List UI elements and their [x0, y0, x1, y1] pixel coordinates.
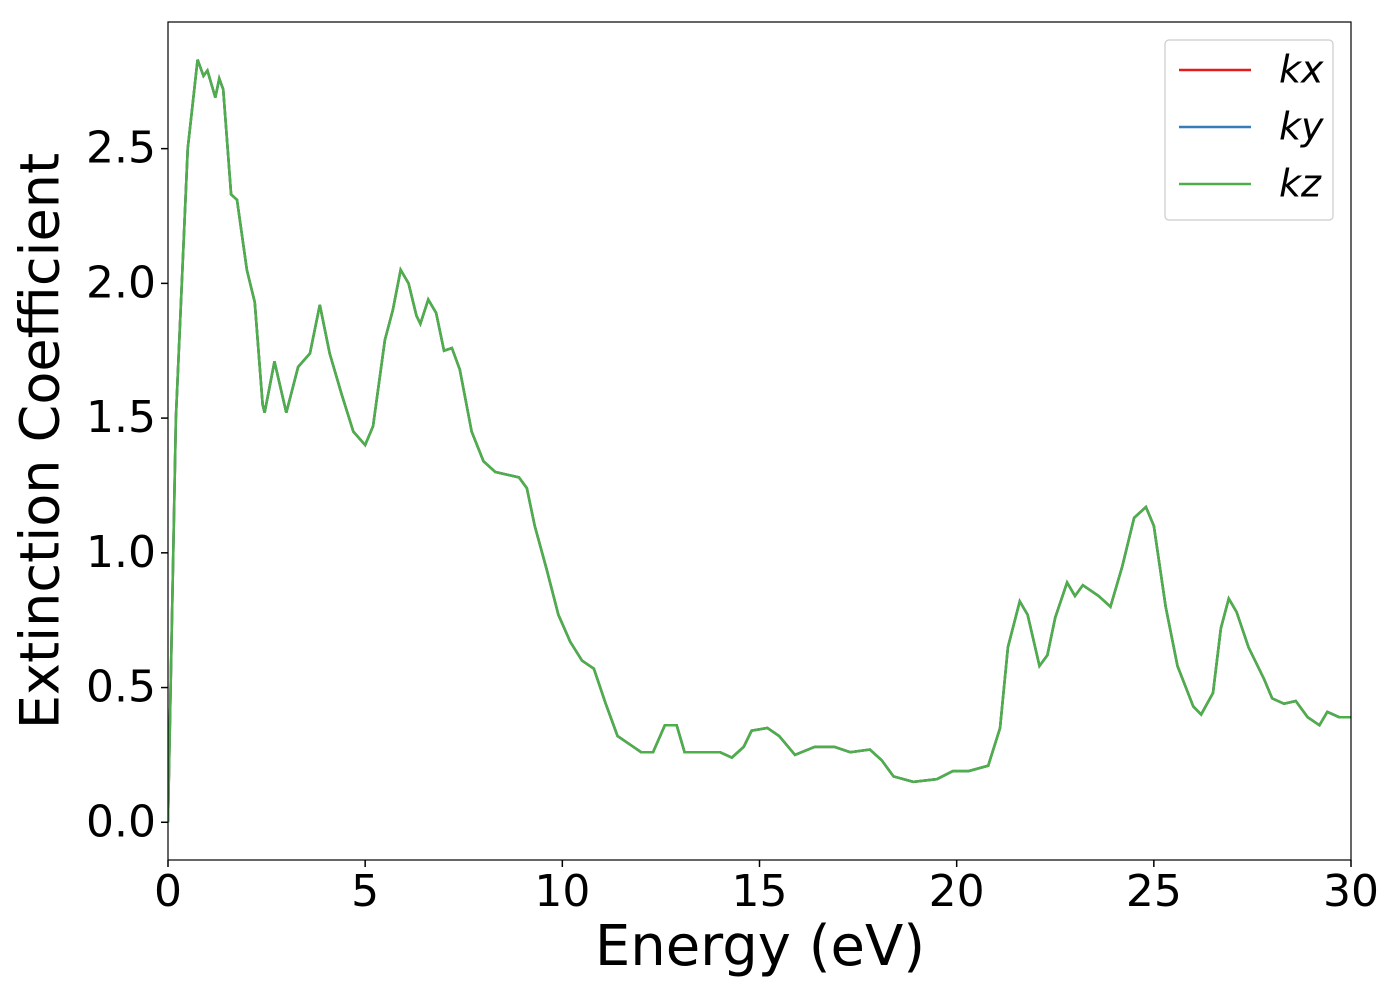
plot-frame [167, 21, 1352, 861]
y-tick-label: 2.5 [86, 123, 156, 174]
x-axis-label: Energy (eV) [595, 914, 925, 979]
x-tick-label: 20 [929, 866, 985, 917]
x-tick-label: 0 [154, 866, 182, 917]
series-line [168, 59, 1351, 823]
x-tick-label: 5 [351, 866, 379, 917]
y-axis-label: Extinction Coefficient [9, 153, 72, 729]
y-tick-label: 0.0 [86, 796, 156, 847]
y-tick-label: 2.0 [86, 257, 156, 308]
legend-label: ky [1279, 105, 1324, 149]
legend-label: kz [1279, 162, 1322, 206]
y-tick-label: 1.0 [86, 527, 156, 578]
legend-label: kx [1279, 48, 1324, 92]
y-tick-label: 1.5 [86, 392, 156, 443]
x-tick-label: 30 [1323, 866, 1379, 917]
x-tick-label: 10 [534, 866, 590, 917]
y-tick-label: 0.5 [86, 662, 156, 713]
x-tick-label: 15 [732, 866, 788, 917]
x-tick-label: 25 [1126, 866, 1182, 917]
legend-box [1164, 39, 1334, 221]
